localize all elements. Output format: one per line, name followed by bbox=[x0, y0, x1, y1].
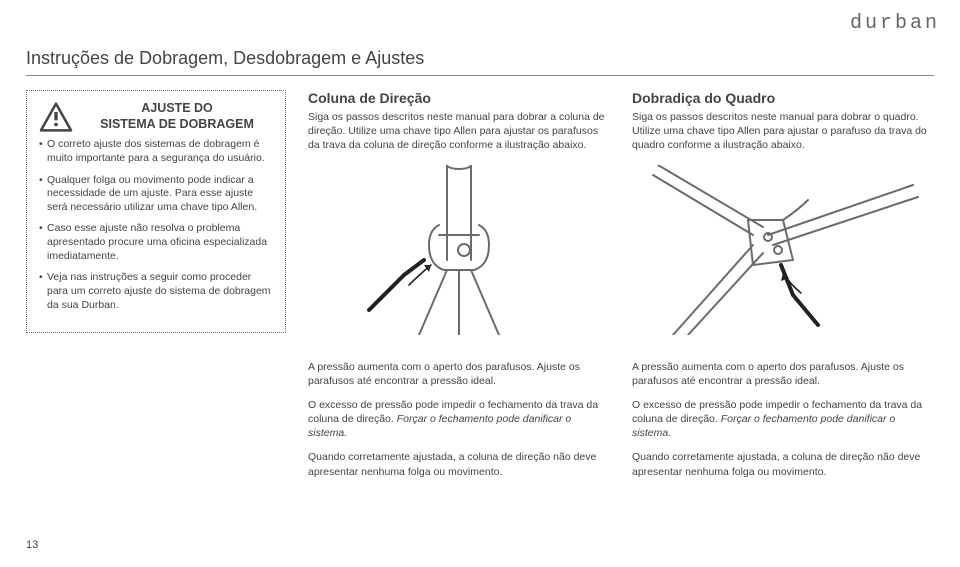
col-quadro: Dobradiça do Quadro Siga os passos descr… bbox=[632, 90, 934, 340]
lower-col2-p3: Quando corretamente ajustada, a coluna d… bbox=[632, 450, 934, 478]
brand-logo: durban bbox=[850, 12, 940, 35]
warning-bullets: O correto ajuste dos sistemas de dobrage… bbox=[39, 138, 273, 312]
warning-column: AJUSTE DO SISTEMA DE DOBRAGEM O correto … bbox=[26, 90, 286, 333]
diagram-coluna bbox=[308, 165, 610, 335]
warning-header: AJUSTE DO SISTEMA DE DOBRAGEM bbox=[39, 101, 273, 132]
page-number: 13 bbox=[26, 539, 38, 551]
lower-col1-p2: O excesso de pressão pode impedir o fech… bbox=[308, 398, 610, 441]
col-direcao-heading: Coluna de Direção bbox=[308, 90, 610, 106]
warning-heading: AJUSTE DO SISTEMA DE DOBRAGEM bbox=[81, 101, 273, 132]
col-quadro-body: Siga os passos descritos neste manual pa… bbox=[632, 110, 934, 153]
title-rule bbox=[26, 75, 934, 76]
lower-col1-p1: A pressão aumenta com o aperto dos paraf… bbox=[308, 360, 610, 388]
warning-icon bbox=[39, 102, 73, 132]
col-direcao: Coluna de Direção Siga os passos descrit… bbox=[308, 90, 610, 340]
warning-bullet: O correto ajuste dos sistemas de dobrage… bbox=[39, 138, 273, 165]
lower-col2-p2: O excesso de pressão pode impedir o fech… bbox=[632, 398, 934, 441]
col-quadro-heading: Dobradiça do Quadro bbox=[632, 90, 934, 106]
lower-col2-p1: A pressão aumenta com o aperto dos paraf… bbox=[632, 360, 934, 388]
lower-col2: A pressão aumenta com o aperto dos paraf… bbox=[632, 360, 934, 489]
upper-row: AJUSTE DO SISTEMA DE DOBRAGEM O correto … bbox=[26, 90, 934, 340]
warning-box: AJUSTE DO SISTEMA DE DOBRAGEM O correto … bbox=[26, 90, 286, 333]
lower-row: A pressão aumenta com o aperto dos paraf… bbox=[26, 360, 934, 489]
page-title: Instruções de Dobragem, Desdobragem e Aj… bbox=[26, 48, 934, 69]
lower-spacer bbox=[26, 360, 286, 489]
lower-col1: A pressão aumenta com o aperto dos paraf… bbox=[308, 360, 610, 489]
page-content: Instruções de Dobragem, Desdobragem e Aj… bbox=[26, 48, 934, 549]
warning-bullet: Veja nas instruções a seguir como proced… bbox=[39, 271, 273, 312]
lower-col1-p3: Quando corretamente ajustada, a coluna d… bbox=[308, 450, 610, 478]
col-direcao-body: Siga os passos descritos neste manual pa… bbox=[308, 110, 610, 153]
warning-bullet: Qualquer folga ou movimento pode indicar… bbox=[39, 174, 273, 215]
warning-bullet: Caso esse ajuste não resolva o problema … bbox=[39, 222, 273, 263]
diagram-quadro bbox=[632, 165, 934, 335]
